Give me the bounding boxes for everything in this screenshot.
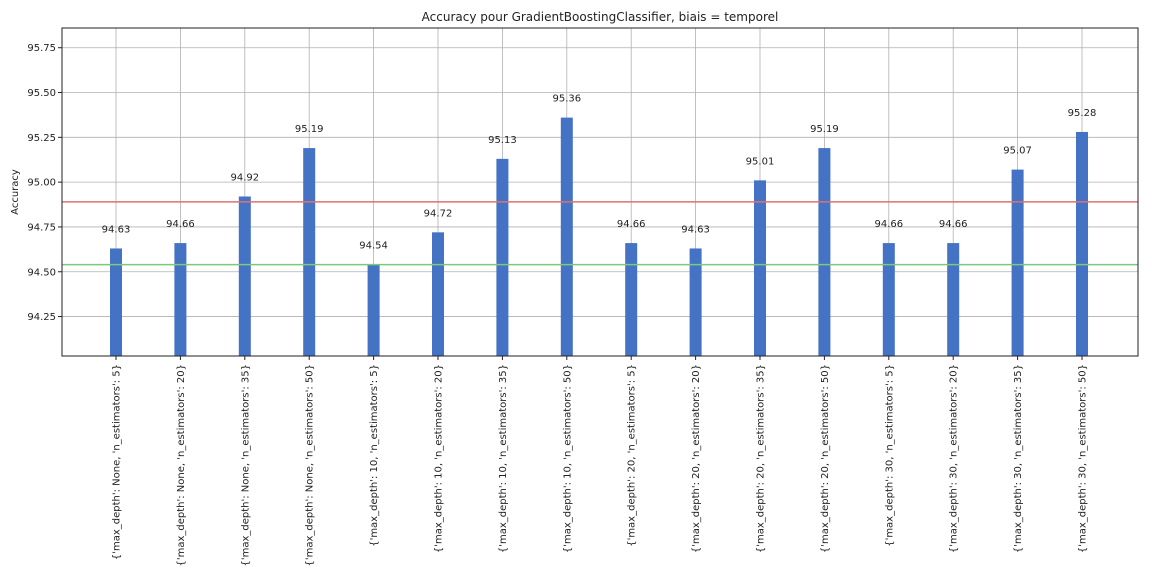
data-label: 94.66 — [617, 219, 646, 230]
bar — [625, 243, 638, 356]
y-tick-label: 94.75 — [27, 222, 56, 233]
x-tick-label: {'max_depth': 10, 'n_estimators': 50} — [562, 364, 573, 553]
data-labels: 94.63 94.66 94.92 95.19 94.54 94.72 95.13 95.36… — [102, 94, 1097, 252]
x-tick-label: {'max_depth': 20, 'n_estimators': 35} — [756, 364, 767, 553]
data-label: 94.72 — [424, 208, 453, 219]
bar — [110, 248, 122, 356]
x-tick-label: {'max_depth': 10, 'n_estimators': 5} — [369, 364, 380, 547]
y-axis-label: Accuracy — [10, 169, 21, 215]
x-tick-label: {'max_depth': None, 'n_estimators': 35} — [240, 364, 251, 567]
data-label: 95.36 — [552, 94, 581, 105]
data-label: 95.19 — [295, 124, 324, 135]
x-tick-label: {'max_depth': 30, 'n_estimators': 50} — [1078, 364, 1089, 553]
bar — [818, 148, 831, 356]
bar — [496, 158, 509, 356]
bar — [560, 117, 573, 356]
x-tick-label: {'max_depth': 30, 'n_estimators': 35} — [1013, 364, 1024, 553]
y-tick-label: 94.50 — [27, 267, 56, 278]
bar — [432, 232, 444, 356]
data-label: 94.63 — [102, 224, 131, 235]
x-tick-label: {'max_depth': 10, 'n_estimators': 20} — [434, 364, 445, 553]
chart-title: Accuracy pour GradientBoostingClassifier… — [422, 10, 779, 24]
bar — [689, 248, 702, 356]
x-tick-label: {'max_depth': 20, 'n_estimators': 50} — [820, 364, 831, 553]
grid-lines — [62, 28, 1138, 356]
x-tick-label: {'max_depth': 20, 'n_estimators': 5} — [627, 364, 638, 547]
bar — [238, 196, 251, 356]
bar — [1076, 131, 1088, 356]
data-label: 94.92 — [230, 172, 259, 183]
data-label: 95.01 — [746, 156, 775, 167]
x-axis-ticks: {'max_depth': None, 'n_estimators': 5} {'… — [112, 356, 1089, 567]
data-label: 94.63 — [681, 224, 710, 235]
bar — [367, 264, 380, 356]
y-tick-label: 95.25 — [27, 133, 56, 144]
bar — [754, 180, 766, 356]
bar — [1011, 169, 1024, 356]
data-label: 95.07 — [1003, 146, 1032, 157]
x-tick-label: {'max_depth': 10, 'n_estimators': 35} — [498, 364, 509, 553]
data-label: 94.66 — [166, 219, 195, 230]
data-label: 95.28 — [1068, 108, 1097, 119]
data-label: 95.13 — [488, 135, 517, 146]
reference-lines — [62, 201, 1138, 266]
x-tick-label: {'max_depth': None, 'n_estimators': 20} — [176, 364, 187, 567]
bar — [882, 243, 895, 356]
data-label: 94.66 — [939, 219, 968, 230]
x-tick-label: {'max_depth': 20, 'n_estimators': 20} — [691, 364, 702, 553]
x-tick-label: {'max_depth': 30, 'n_estimators': 20} — [949, 364, 960, 553]
data-label: 94.66 — [874, 219, 903, 230]
y-tick-label: 95.00 — [27, 178, 56, 189]
plot-frame — [61, 27, 1139, 357]
x-tick-label: {'max_depth': None, 'n_estimators': 50} — [305, 364, 316, 567]
data-label: 95.19 — [810, 124, 839, 135]
x-tick-label: {'max_depth': None, 'n_estimators': 5} — [112, 364, 123, 560]
y-tick-label: 95.75 — [27, 43, 56, 54]
bar — [947, 243, 960, 356]
data-label: 94.54 — [359, 241, 388, 252]
bars — [110, 117, 1088, 356]
y-tick-label: 95.50 — [27, 88, 56, 99]
y-axis-ticks: 94.25 94.50 94.75 95.00 95.25 95.50 95.75 — [27, 43, 62, 323]
y-tick-label: 94.25 — [27, 312, 56, 323]
bar — [303, 148, 316, 356]
x-tick-label: {'max_depth': 30, 'n_estimators': 5} — [884, 364, 895, 547]
bar — [174, 243, 187, 356]
